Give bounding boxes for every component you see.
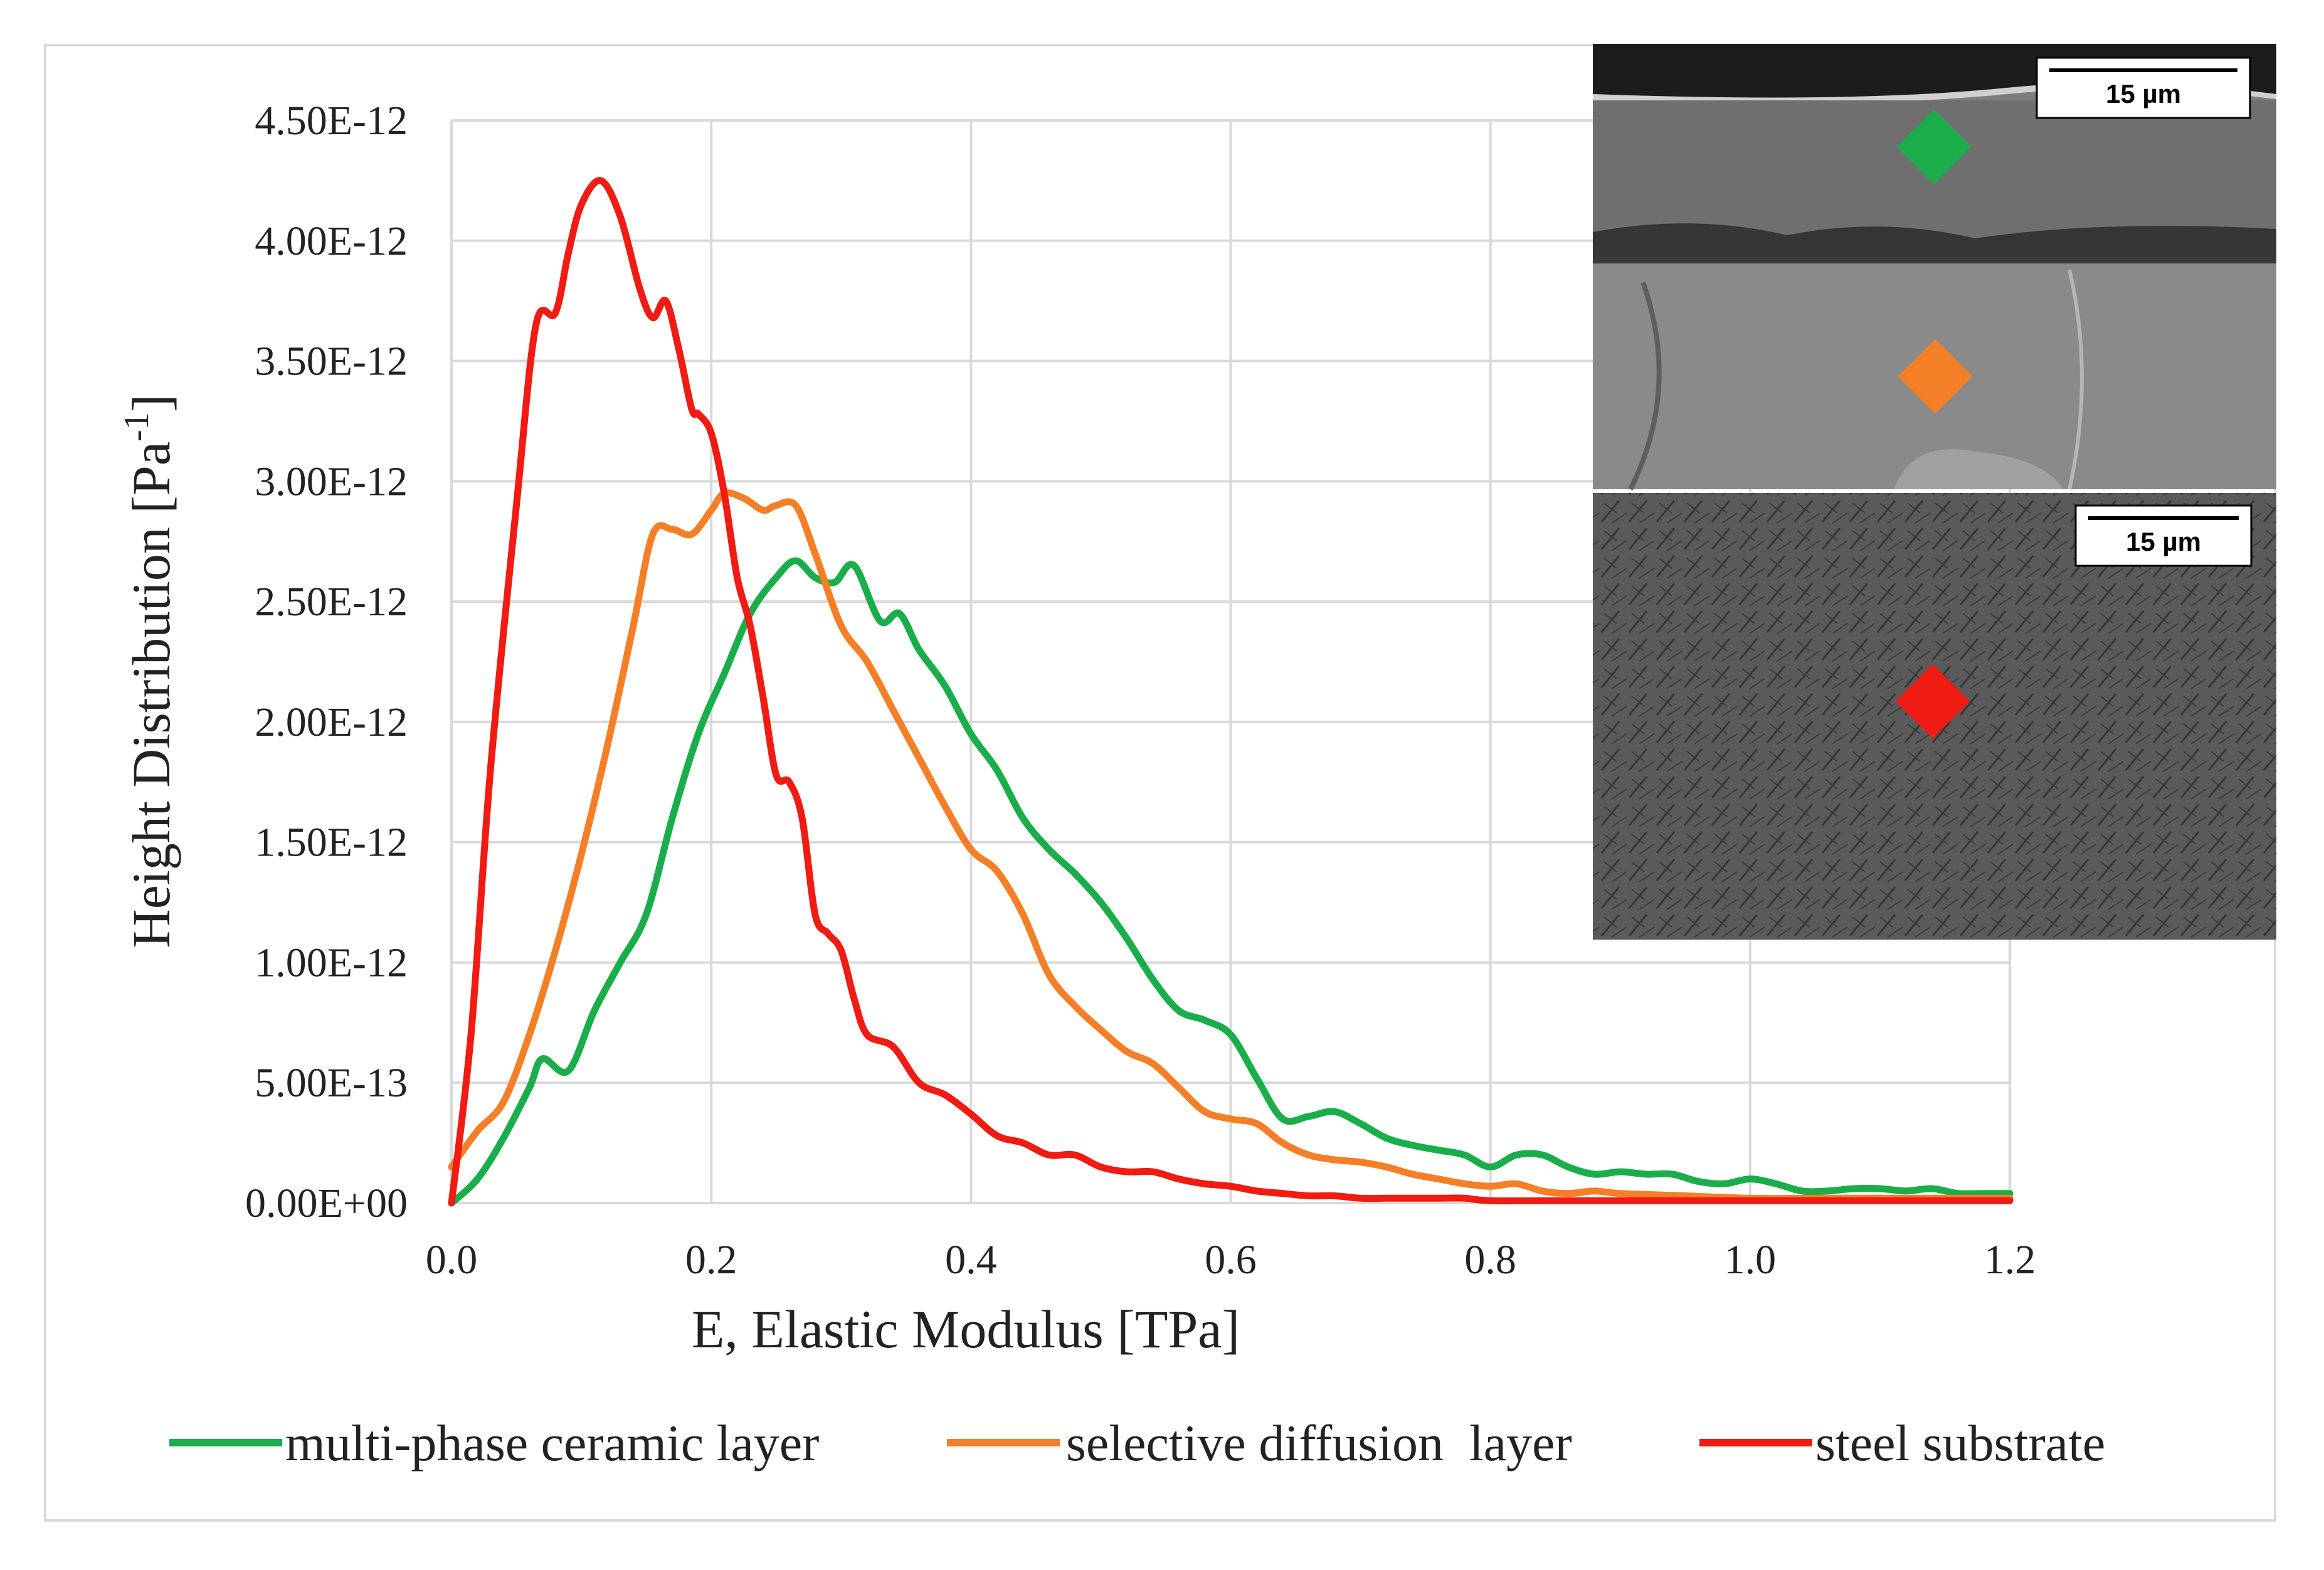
x-tick-label: 0.8 [1464, 1237, 1516, 1283]
inset-top-micrograph: 15 µm [1593, 44, 2276, 491]
y-tick-label: 5.00E-13 [255, 1060, 408, 1106]
inset-bottom-micrograph: 15 µm [1593, 493, 2276, 940]
y-tick-label: 3.50E-12 [255, 339, 408, 385]
y-axis-title-close: ] [121, 395, 181, 413]
marker-steel-diamond [1895, 664, 1970, 739]
y-tick-label: 2.00E-12 [255, 699, 408, 745]
x-tick-label: 0.0 [426, 1237, 478, 1283]
series-line-ceramic [448, 557, 2014, 1207]
inset-bottom-scale-box [2074, 504, 2253, 567]
x-tick-label: 0.4 [945, 1237, 997, 1283]
legend: multi-phase ceramic layer selective diff… [169, 1414, 2105, 1472]
series-line-diffusion [448, 489, 2014, 1202]
y-tick-label: 1.50E-12 [255, 820, 408, 866]
x-axis-title: E, Elastic Modulus [TPa] [692, 1299, 1240, 1359]
x-tick-label: 0.2 [685, 1237, 737, 1283]
y-tick-label: 0.00E+00 [245, 1180, 408, 1226]
y-tick-label: 4.50E-12 [255, 98, 408, 144]
inset-bottom-scale-label: 15 µm [2126, 527, 2201, 556]
y-tick-label: 2.50E-12 [255, 579, 408, 625]
marker-diffusion-diamond [1898, 339, 1973, 414]
legend-label-ceramic: multi-phase ceramic layer [285, 1414, 819, 1472]
series-line-steel [448, 177, 2014, 1207]
y-tick-label: 1.00E-12 [255, 940, 408, 985]
x-tick-label: 0.6 [1205, 1237, 1257, 1283]
legend-label-diffusion: selective diffusion layer [1066, 1414, 1572, 1472]
y-tick-labels: 0.00E+00 5.00E-13 1.00E-12 1.50E-12 2.00E-12… [245, 98, 408, 1226]
inset-top-scale-box [2036, 56, 2251, 119]
x-tick-labels: 0.0 0.2 0.4 0.6 0.8 1.0 1.2 [426, 1237, 2036, 1283]
y-axis-title-sup: -1 [117, 412, 156, 442]
marker-ceramic-diamond [1896, 109, 1972, 184]
y-tick-label: 3.00E-12 [255, 459, 408, 504]
legend-label-steel: steel substrate [1815, 1414, 2105, 1472]
y-tick-label: 4.00E-12 [255, 218, 408, 264]
series-lines [448, 177, 2014, 1207]
inset-top-scale-label: 15 µm [2106, 79, 2181, 109]
y-axis-title-main: Height Distribution [Pa [121, 442, 181, 948]
y-axis-title: Height Distribution [Pa-1] [117, 395, 181, 948]
x-tick-label: 1.0 [1725, 1237, 1777, 1283]
x-tick-label: 1.2 [1984, 1237, 2036, 1283]
